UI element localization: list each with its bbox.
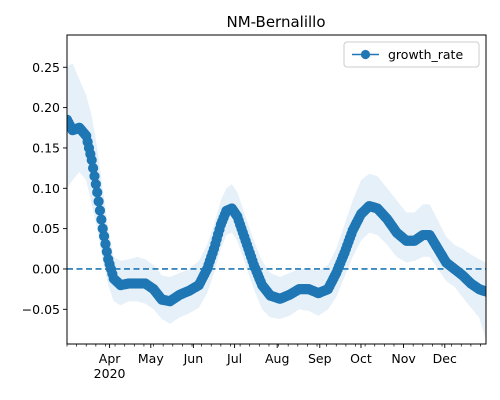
x-tick-label: Jun bbox=[183, 351, 204, 366]
data-point bbox=[93, 196, 104, 207]
plot-clip-group bbox=[67, 63, 486, 340]
x-tick-label: Apr bbox=[99, 351, 121, 366]
y-tick-label: 0.20 bbox=[32, 100, 60, 115]
x-tick-year-label: 2020 bbox=[94, 366, 126, 381]
legend-box bbox=[343, 41, 480, 68]
y-tick-label: 0.25 bbox=[32, 60, 60, 75]
plot-area bbox=[67, 63, 486, 340]
x-tick-label: Jul bbox=[226, 351, 242, 366]
y-tick-label: 0.15 bbox=[32, 140, 60, 155]
x-tick-label: Nov bbox=[391, 351, 416, 366]
x-tick-label: Sep bbox=[308, 351, 332, 366]
x-tick-label: Oct bbox=[350, 351, 372, 366]
x-tick-label: Dec bbox=[433, 351, 457, 366]
y-tick-label: 0.00 bbox=[32, 261, 60, 276]
x-tick-label: Aug bbox=[265, 351, 289, 366]
y-tick-label: 0.10 bbox=[32, 181, 60, 196]
plot-frame bbox=[66, 34, 487, 345]
data-point bbox=[96, 214, 107, 225]
y-tick-label: −0.05 bbox=[22, 302, 60, 317]
legend-marker-swatch bbox=[360, 49, 371, 60]
chart-title: NM-Bernalillo bbox=[226, 13, 325, 31]
data-point bbox=[92, 187, 103, 198]
legend-label: growth_rate bbox=[388, 47, 463, 62]
growth-rate-markers bbox=[67, 114, 486, 307]
data-point bbox=[94, 205, 106, 216]
confidence-band bbox=[67, 63, 486, 340]
y-tick-label: 0.05 bbox=[32, 221, 60, 236]
legend: growth_rate bbox=[343, 41, 480, 68]
x-tick-label: May bbox=[138, 351, 164, 366]
